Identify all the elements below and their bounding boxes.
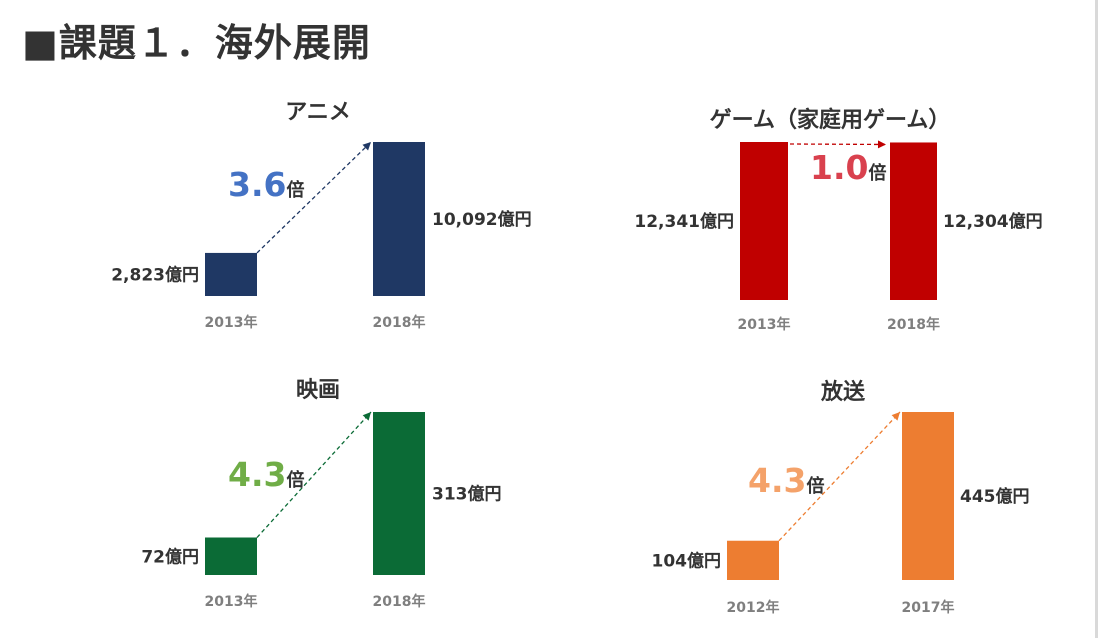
value-label-movie-1: 313億円 <box>432 484 502 505</box>
growth-arrow-broadcast <box>778 411 901 542</box>
chart-title-broadcast: 放送 <box>820 380 866 405</box>
chart-title-movie: 映画 <box>295 378 341 403</box>
value-label-broadcast-0: 104億円 <box>652 550 722 571</box>
multiplier-suffix-movie: 倍 <box>286 469 304 491</box>
multiplier-number-movie: 4.3 <box>228 455 286 494</box>
value-label-movie-0: 72億円 <box>141 546 199 567</box>
multiplier-movie: 4.3倍 <box>228 455 304 494</box>
chart-title-game: ゲーム（家庭用ゲーム） <box>709 108 951 133</box>
multiplier-suffix-anime: 倍 <box>286 179 304 201</box>
slide-edge <box>1095 0 1098 638</box>
bar-anime-1 <box>373 142 425 296</box>
multiplier-broadcast: 4.3倍 <box>748 461 824 500</box>
growth-arrow-movie <box>256 411 372 538</box>
value-label-anime-1: 10,092億円 <box>432 209 532 230</box>
multiplier-number-broadcast: 4.3 <box>748 461 806 500</box>
year-label-broadcast-1: 2017年 <box>902 599 955 616</box>
year-label-anime-0: 2013年 <box>205 314 258 331</box>
multiplier-suffix-broadcast: 倍 <box>806 475 824 497</box>
bar-game-1 <box>890 142 937 300</box>
multiplier-number-anime: 3.6 <box>228 165 286 204</box>
multiplier-anime: 3.6倍 <box>228 165 304 204</box>
growth-arrowhead-anime <box>362 142 371 151</box>
bar-anime-0 <box>205 252 257 296</box>
bar-movie-1 <box>373 412 425 575</box>
growth-arrow-anime <box>256 141 372 254</box>
value-label-game-0: 12,341億円 <box>634 211 734 232</box>
multiplier-game: 1.0倍 <box>810 148 886 187</box>
year-label-anime-1: 2018年 <box>373 314 426 331</box>
bar-broadcast-0 <box>727 540 779 580</box>
value-label-broadcast-1: 445億円 <box>960 486 1030 507</box>
page-title: ■課題１．海外展開 <box>22 21 371 65</box>
multiplier-number-game: 1.0 <box>810 148 868 187</box>
growth-arrowhead-movie <box>362 412 371 421</box>
bar-movie-0 <box>205 537 257 575</box>
value-label-anime-0: 2,823億円 <box>111 264 199 285</box>
year-label-movie-1: 2018年 <box>373 593 426 610</box>
growth-arrowhead-broadcast <box>891 412 900 421</box>
chart-title-anime: アニメ <box>285 100 351 125</box>
year-label-game-0: 2013年 <box>738 316 791 333</box>
year-label-game-1: 2018年 <box>887 316 940 333</box>
growth-arrowhead-game <box>877 140 886 149</box>
multiplier-suffix-game: 倍 <box>868 162 886 184</box>
year-label-movie-0: 2013年 <box>205 593 258 610</box>
bar-broadcast-1 <box>902 412 954 580</box>
value-label-game-1: 12,304億円 <box>943 211 1043 232</box>
year-label-broadcast-0: 2012年 <box>727 599 780 616</box>
bar-game-0 <box>740 142 788 300</box>
